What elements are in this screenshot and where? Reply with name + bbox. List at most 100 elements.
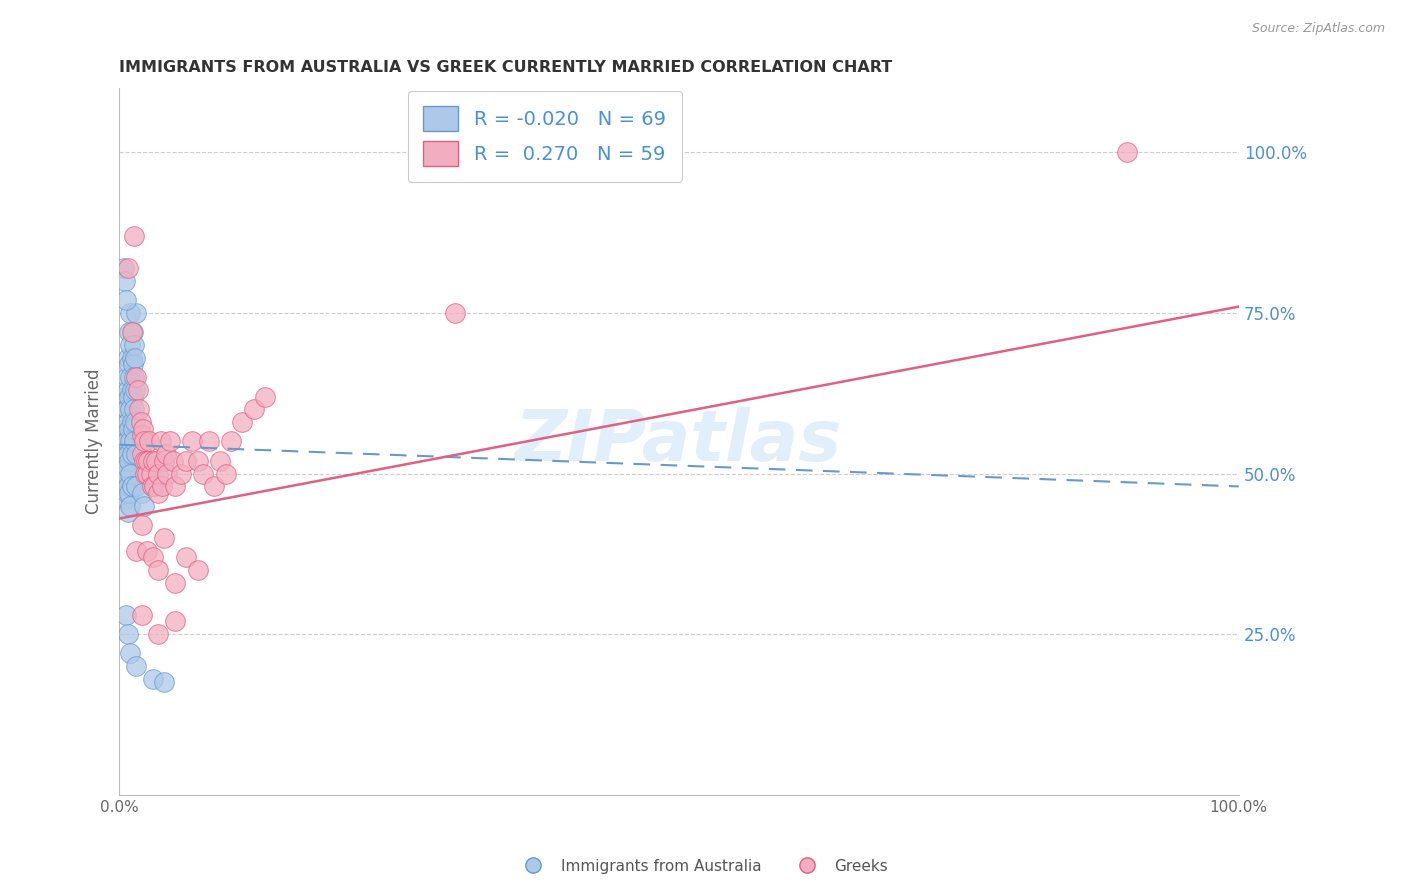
Point — [115, 460, 138, 475]
Point — [121, 326, 143, 340]
Point — [208, 454, 231, 468]
Point — [124, 415, 146, 429]
Point — [121, 351, 143, 365]
Point — [155, 447, 177, 461]
Point — [110, 428, 132, 442]
Point — [138, 434, 160, 449]
Point — [131, 486, 153, 500]
Point — [124, 383, 146, 397]
Point — [114, 479, 136, 493]
Point — [132, 434, 155, 449]
Point — [121, 358, 143, 372]
Point — [115, 434, 138, 449]
Point — [118, 486, 141, 500]
Point — [120, 647, 142, 661]
Point — [115, 607, 138, 622]
Point — [153, 454, 176, 468]
Text: IMMIGRANTS FROM AUSTRALIA VS GREEK CURRENTLY MARRIED CORRELATION CHART: IMMIGRANTS FROM AUSTRALIA VS GREEK CURRE… — [120, 60, 893, 75]
Point — [115, 402, 138, 417]
Point — [110, 454, 132, 468]
Point — [136, 467, 159, 481]
Point — [127, 383, 149, 397]
Point — [112, 473, 135, 487]
Point — [117, 447, 139, 461]
Point — [114, 274, 136, 288]
Point — [121, 479, 143, 493]
Point — [120, 306, 142, 320]
Point — [170, 467, 193, 481]
Point — [139, 467, 162, 481]
Point — [122, 434, 145, 449]
Point — [131, 518, 153, 533]
Point — [121, 383, 143, 397]
Point — [121, 447, 143, 461]
Point — [187, 454, 209, 468]
Point — [198, 434, 221, 449]
Point — [111, 467, 134, 481]
Point — [165, 479, 187, 493]
Point — [176, 454, 198, 468]
Point — [121, 415, 143, 429]
Point — [120, 499, 142, 513]
Point — [118, 358, 141, 372]
Point — [120, 402, 142, 417]
Point — [153, 675, 176, 690]
Point — [122, 370, 145, 384]
Point — [134, 467, 156, 481]
Point — [148, 563, 170, 577]
Point — [122, 338, 145, 352]
Point — [117, 415, 139, 429]
Point — [1115, 145, 1137, 160]
Point — [159, 434, 181, 449]
Point — [125, 370, 148, 384]
Point — [122, 402, 145, 417]
Point — [111, 441, 134, 455]
Point — [117, 479, 139, 493]
Point — [120, 370, 142, 384]
Point — [142, 672, 165, 686]
Point — [165, 575, 187, 590]
Y-axis label: Currently Married: Currently Married — [86, 368, 103, 514]
Point — [231, 415, 253, 429]
Point — [128, 402, 150, 417]
Point — [114, 390, 136, 404]
Point — [115, 467, 138, 481]
Point — [444, 306, 467, 320]
Point — [153, 531, 176, 545]
Point — [115, 434, 138, 449]
Point — [117, 261, 139, 276]
Point — [135, 454, 157, 468]
Point — [131, 607, 153, 622]
Point — [115, 293, 138, 308]
Point — [121, 326, 143, 340]
Point — [124, 351, 146, 365]
Point — [115, 370, 138, 384]
Point — [242, 402, 264, 417]
Point — [193, 467, 215, 481]
Point — [219, 434, 242, 449]
Point — [118, 390, 141, 404]
Point — [120, 467, 142, 481]
Point — [162, 454, 184, 468]
Point — [125, 659, 148, 673]
Point — [121, 422, 143, 436]
Point — [181, 434, 204, 449]
Point — [131, 447, 153, 461]
Point — [125, 543, 148, 558]
Point — [131, 428, 153, 442]
Point — [118, 422, 141, 436]
Point — [138, 454, 160, 468]
Point — [120, 338, 142, 352]
Point — [125, 447, 148, 461]
Point — [142, 454, 165, 468]
Point — [136, 543, 159, 558]
Point — [148, 486, 170, 500]
Point — [114, 454, 136, 468]
Point — [176, 550, 198, 565]
Point — [204, 479, 226, 493]
Point — [115, 492, 138, 507]
Point — [112, 447, 135, 461]
Point — [120, 434, 142, 449]
Point — [148, 627, 170, 641]
Text: Source: ZipAtlas.com: Source: ZipAtlas.com — [1251, 22, 1385, 36]
